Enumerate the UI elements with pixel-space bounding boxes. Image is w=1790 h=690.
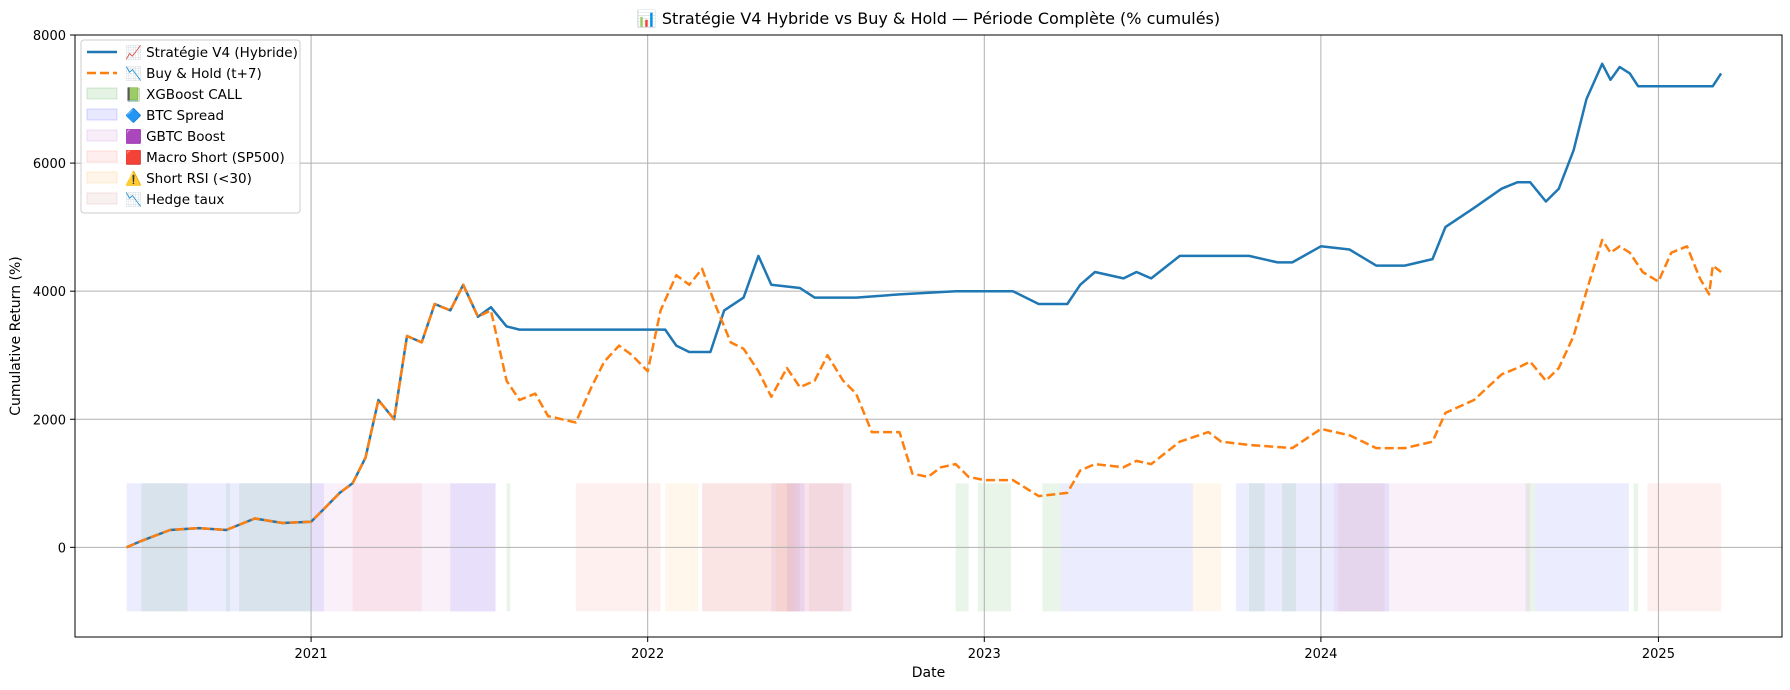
legend-label: ⚠️ Short RSI (<30): [125, 170, 252, 187]
x-tick-label: 2024: [1304, 647, 1337, 662]
legend-label: 📗 XGBoost CALL: [125, 87, 242, 103]
y-tick-label: 4000: [33, 285, 66, 300]
y-axis: 0 2000 4000 6000 8000: [33, 29, 75, 556]
y-tick-label: 2000: [33, 413, 66, 428]
x-tick-label: 2022: [631, 647, 664, 662]
y-axis-label: Cumulative Return (%): [8, 256, 24, 416]
legend-label: 📈 Stratégie V4 (Hybride): [125, 44, 298, 61]
legend-swatch-span: [86, 87, 118, 100]
series-lines: [126, 62, 1723, 549]
y-tick-label: 0: [58, 541, 66, 556]
chart-title: 📊 Stratégie V4 Hybride vs Buy & Hold — P…: [637, 9, 1220, 28]
legend: 📈 Stratégie V4 (Hybride) 📉 Buy & Hold (t+…: [80, 39, 301, 214]
legend-label: 🟥 Macro Short (SP500): [125, 149, 285, 166]
x-tick-label: 2023: [968, 647, 1001, 662]
x-axis: 2021 2022 2023 2024 2025: [295, 637, 1675, 662]
legend-swatch-span: [86, 171, 118, 184]
legend-box: [80, 39, 301, 214]
legend-swatch-span: [86, 192, 118, 205]
legend-label: 📉 Hedge taux: [125, 191, 224, 208]
x-axis-label: Date: [912, 665, 945, 681]
legend-swatch-span: [86, 150, 118, 163]
x-tick-label: 2021: [295, 647, 328, 662]
plot-frame: [74, 34, 1783, 638]
y-tick-label: 8000: [33, 29, 66, 44]
legend-label: 🔷 BTC Spread: [125, 107, 224, 124]
x-tick-label: 2025: [1642, 647, 1675, 662]
legend-label: 📉 Buy & Hold (t+7): [125, 65, 262, 82]
series-line-1: [126, 238, 1722, 549]
legend-label: 🟪 GBTC Boost: [125, 128, 225, 145]
y-tick-label: 6000: [33, 157, 66, 172]
legend-swatch-span: [86, 108, 118, 121]
legend-swatch-span: [86, 129, 118, 142]
